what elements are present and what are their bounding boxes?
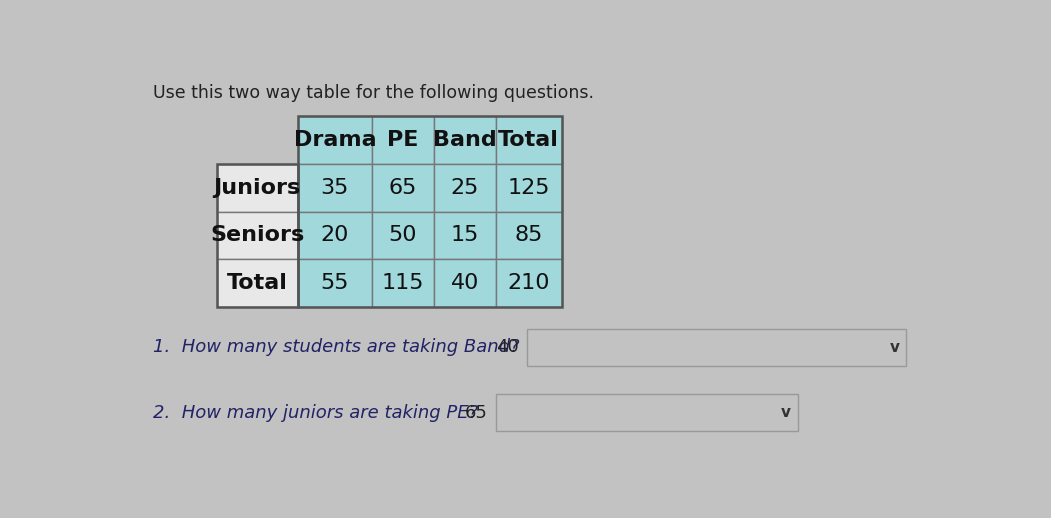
Bar bbox=[298, 260, 372, 307]
Text: v: v bbox=[890, 340, 900, 354]
Text: Use this two way table for the following questions.: Use this two way table for the following… bbox=[153, 84, 594, 102]
Text: 50: 50 bbox=[389, 225, 417, 246]
Text: v: v bbox=[781, 405, 791, 420]
Bar bbox=[527, 328, 906, 366]
Bar bbox=[496, 394, 798, 431]
Bar bbox=[496, 116, 561, 164]
Bar bbox=[434, 260, 496, 307]
Text: 25: 25 bbox=[451, 178, 479, 198]
Text: PE: PE bbox=[387, 130, 418, 150]
Text: 210: 210 bbox=[508, 273, 550, 293]
Text: 85: 85 bbox=[514, 225, 542, 246]
Text: 2.  How many juniors are taking PE?: 2. How many juniors are taking PE? bbox=[153, 404, 478, 422]
Bar bbox=[496, 164, 561, 211]
Bar bbox=[372, 211, 434, 260]
Bar bbox=[372, 164, 434, 211]
Text: 55: 55 bbox=[321, 273, 349, 293]
Text: 35: 35 bbox=[321, 178, 349, 198]
Bar bbox=[217, 260, 298, 307]
Bar bbox=[372, 260, 434, 307]
Text: Drama: Drama bbox=[293, 130, 376, 150]
Text: 125: 125 bbox=[508, 178, 550, 198]
Bar bbox=[217, 211, 298, 260]
Bar bbox=[496, 211, 561, 260]
Text: 40: 40 bbox=[496, 338, 519, 356]
Text: 65: 65 bbox=[389, 178, 417, 198]
Text: Juniors: Juniors bbox=[213, 178, 301, 198]
Text: Band: Band bbox=[433, 130, 496, 150]
Bar bbox=[298, 164, 372, 211]
Bar bbox=[496, 260, 561, 307]
Text: Total: Total bbox=[498, 130, 559, 150]
Bar bbox=[217, 164, 298, 211]
Bar bbox=[298, 211, 372, 260]
Bar bbox=[217, 164, 298, 307]
Bar bbox=[434, 116, 496, 164]
Text: 15: 15 bbox=[451, 225, 479, 246]
Text: 20: 20 bbox=[321, 225, 349, 246]
Text: 65: 65 bbox=[465, 404, 488, 422]
Text: Seniors: Seniors bbox=[210, 225, 305, 246]
Bar bbox=[434, 211, 496, 260]
Text: 40: 40 bbox=[451, 273, 479, 293]
Bar bbox=[298, 116, 372, 164]
Bar bbox=[372, 116, 434, 164]
Bar bbox=[298, 116, 561, 307]
Text: 115: 115 bbox=[382, 273, 424, 293]
Bar bbox=[434, 164, 496, 211]
Text: 1.  How many students are taking Band?: 1. How many students are taking Band? bbox=[153, 338, 519, 356]
Text: Total: Total bbox=[227, 273, 288, 293]
